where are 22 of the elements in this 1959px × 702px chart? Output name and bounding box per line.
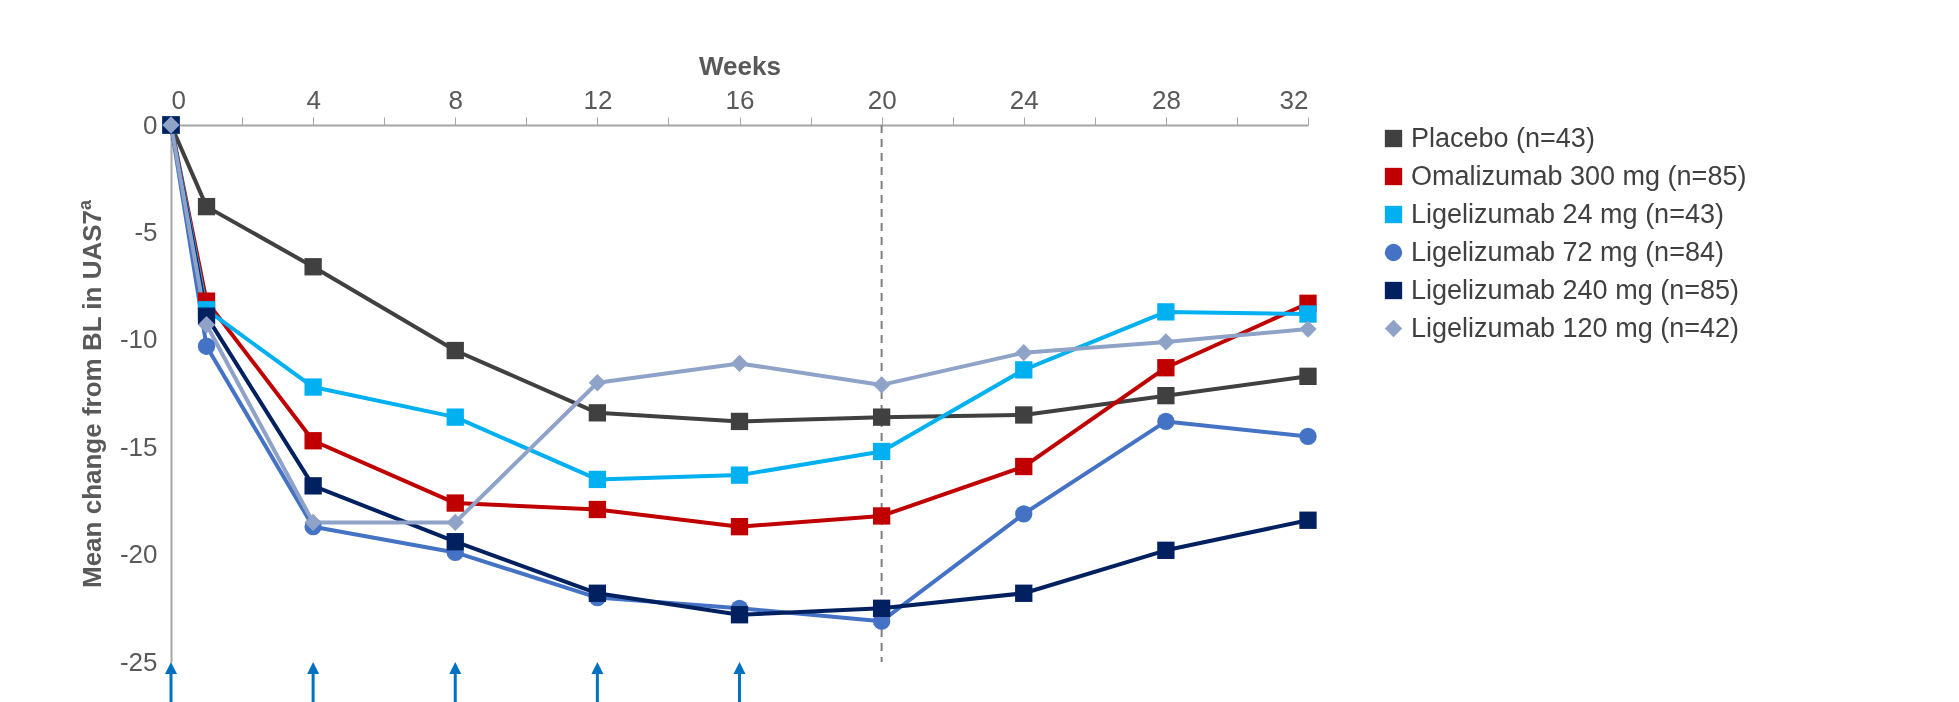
x-tick-label: 8 [448,84,463,115]
x-tick-label: 16 [725,84,755,115]
legend-label: Placebo (n=43) [1411,122,1595,153]
legend-label: Ligelizumab 120 mg (n=42) [1411,312,1739,343]
x-tick-label: 28 [1151,84,1181,115]
x-tick-label: 32 [1279,84,1309,115]
y-tick-label: -25 [119,646,158,677]
legend-label: Ligelizumab 240 mg (n=85) [1411,274,1739,305]
x-tick-label: 4 [306,84,321,115]
x-tick-label: 12 [583,84,613,115]
y-tick-label: -5 [134,216,158,247]
x-tick-label: 20 [867,84,897,115]
legend-label: Omalizumab 300 mg (n=85) [1411,160,1747,191]
x-tick-label: 0 [171,84,186,115]
y-tick-label: -10 [119,324,158,355]
legend-label: Ligelizumab 24 mg (n=43) [1411,198,1724,229]
x-tick-label: 24 [1009,84,1039,115]
y-tick-label: 0 [143,109,158,140]
legend-label: Ligelizumab 72 mg (n=84) [1411,236,1724,267]
y-tick-label: -15 [119,431,158,462]
y-tick-label: -20 [119,539,158,570]
x-axis-title: Weeks [699,50,781,81]
